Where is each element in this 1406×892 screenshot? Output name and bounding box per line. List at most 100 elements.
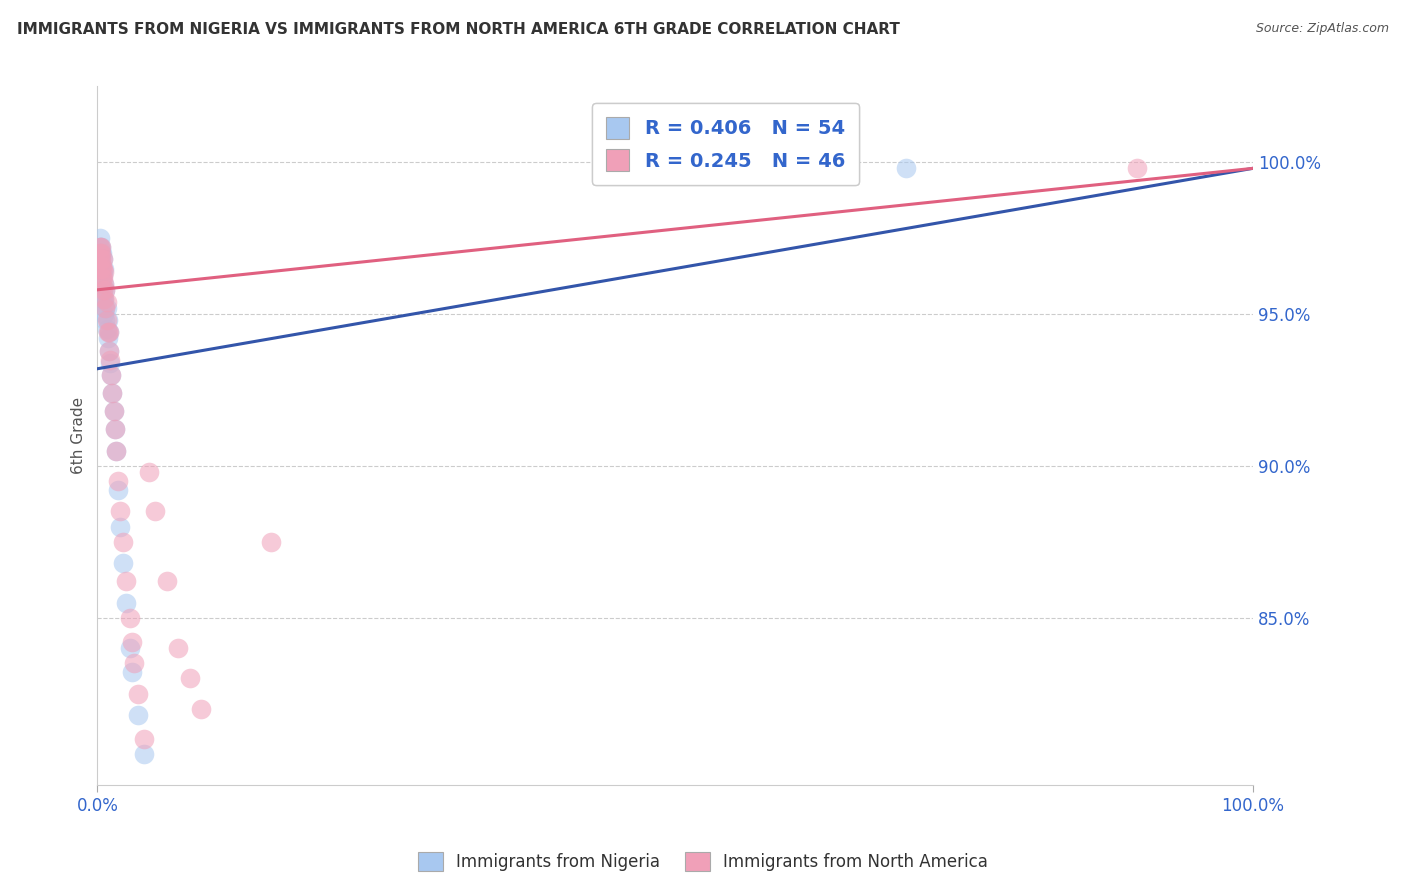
Point xyxy=(93,307,115,321)
Point xyxy=(93,277,115,291)
Point xyxy=(87,246,110,260)
Point xyxy=(96,322,118,336)
Point xyxy=(97,343,120,358)
Point xyxy=(93,277,115,291)
Point xyxy=(118,641,141,656)
Point xyxy=(100,368,122,382)
Point xyxy=(156,793,179,807)
Point xyxy=(167,641,190,656)
Point xyxy=(896,161,918,176)
Point xyxy=(96,313,118,327)
Point xyxy=(93,292,115,306)
Point xyxy=(89,246,111,260)
Point xyxy=(98,356,121,370)
Point xyxy=(121,635,143,649)
Point xyxy=(91,277,114,291)
Point xyxy=(94,301,117,315)
Point xyxy=(101,386,124,401)
Point xyxy=(104,443,127,458)
Point xyxy=(121,665,143,680)
Point xyxy=(93,264,115,278)
Point xyxy=(87,261,110,276)
Point xyxy=(96,295,118,310)
Point xyxy=(94,283,117,297)
Point xyxy=(97,326,120,340)
Point xyxy=(143,504,166,518)
Text: Source: ZipAtlas.com: Source: ZipAtlas.com xyxy=(1256,22,1389,36)
Point xyxy=(190,702,212,716)
Point xyxy=(97,343,120,358)
Point xyxy=(89,252,111,267)
Point xyxy=(87,270,110,285)
Point xyxy=(97,313,120,327)
Point xyxy=(90,246,112,260)
Point xyxy=(118,611,141,625)
Point xyxy=(138,465,160,479)
Point xyxy=(91,246,114,260)
Point xyxy=(97,326,120,340)
Point xyxy=(115,574,138,589)
Text: IMMIGRANTS FROM NIGERIA VS IMMIGRANTS FROM NORTH AMERICA 6TH GRADE CORRELATION C: IMMIGRANTS FROM NIGERIA VS IMMIGRANTS FR… xyxy=(17,22,900,37)
Point xyxy=(91,261,114,276)
Point xyxy=(110,504,132,518)
Point xyxy=(87,277,110,291)
Point xyxy=(87,252,110,267)
Point xyxy=(94,301,117,315)
Point xyxy=(127,707,149,722)
Point xyxy=(91,270,114,285)
Point xyxy=(103,404,125,418)
Point xyxy=(127,687,149,701)
Point xyxy=(89,283,111,297)
Point xyxy=(90,240,112,254)
Point xyxy=(89,246,111,260)
Point xyxy=(91,270,114,285)
Point xyxy=(104,422,127,436)
Point xyxy=(111,534,134,549)
Point xyxy=(100,368,122,382)
Point xyxy=(89,240,111,254)
Point xyxy=(91,252,114,267)
Point xyxy=(91,261,114,276)
Point xyxy=(91,259,114,273)
Point xyxy=(103,404,125,418)
Point xyxy=(110,519,132,533)
Point xyxy=(107,474,129,488)
Point xyxy=(179,672,201,686)
Point xyxy=(89,240,111,254)
Point xyxy=(132,732,155,747)
Point xyxy=(97,331,120,345)
Legend: Immigrants from Nigeria, Immigrants from North America: Immigrants from Nigeria, Immigrants from… xyxy=(409,843,997,880)
Point xyxy=(90,261,112,276)
Point xyxy=(98,352,121,367)
Point xyxy=(91,283,114,297)
Point xyxy=(101,386,124,401)
Point xyxy=(96,301,118,315)
Point xyxy=(89,231,111,245)
Point xyxy=(91,292,114,306)
Point xyxy=(111,556,134,570)
Legend: R = 0.406   N = 54, R = 0.245   N = 46: R = 0.406 N = 54, R = 0.245 N = 46 xyxy=(592,103,859,185)
Point xyxy=(90,289,112,303)
Point xyxy=(89,259,111,273)
Point xyxy=(115,596,138,610)
Point xyxy=(90,255,112,269)
Point xyxy=(260,534,283,549)
Point xyxy=(124,657,146,671)
Y-axis label: 6th Grade: 6th Grade xyxy=(72,397,86,475)
Point xyxy=(89,268,111,282)
Point xyxy=(90,277,112,291)
Point xyxy=(132,747,155,762)
Point xyxy=(93,292,115,306)
Point xyxy=(91,283,114,297)
Point xyxy=(94,283,117,297)
Point xyxy=(104,422,127,436)
Point xyxy=(104,443,127,458)
Point xyxy=(93,261,115,276)
Point xyxy=(91,252,114,267)
Point xyxy=(90,268,112,282)
Point xyxy=(94,313,117,327)
Point xyxy=(1126,161,1149,176)
Point xyxy=(107,483,129,498)
Point xyxy=(90,252,112,267)
Point xyxy=(156,574,179,589)
